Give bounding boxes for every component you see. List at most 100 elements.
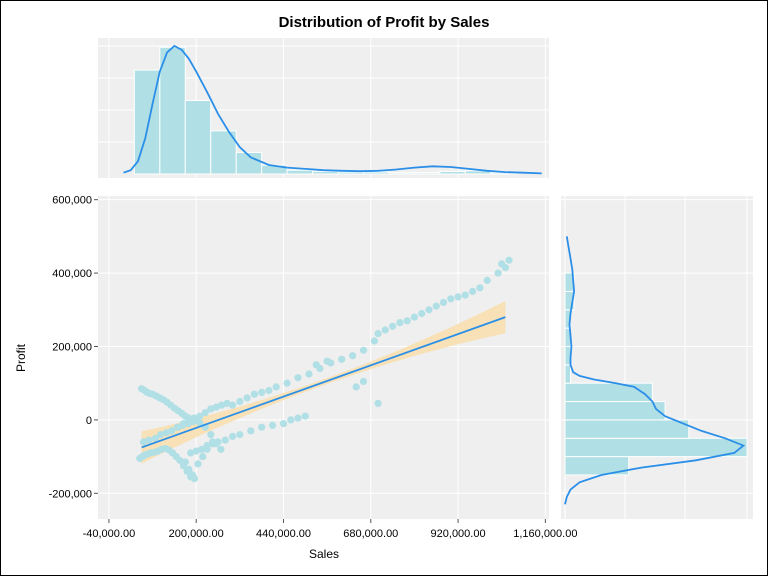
scatter-point <box>214 438 222 446</box>
scatter-point <box>196 412 204 420</box>
profit-histogram-bar <box>564 437 748 458</box>
scatter-point <box>258 423 266 431</box>
scatter-point <box>494 269 502 277</box>
y-tick-label: 400,000 <box>52 268 92 280</box>
scatter-point <box>229 401 237 409</box>
scatter-point <box>187 449 195 457</box>
scatter-point <box>432 302 440 310</box>
scatter-point <box>294 374 302 382</box>
scatter-plot-panel <box>98 196 549 519</box>
x-tick-label: 920,000.00 <box>431 528 486 540</box>
sales-density-curve <box>123 44 542 175</box>
sales-histogram-bar <box>184 100 212 175</box>
sales-histogram-panel <box>98 38 549 178</box>
scatter-panel-background <box>98 196 549 519</box>
x-tick-label: 200,000.00 <box>169 528 224 540</box>
scatter-point <box>469 287 477 295</box>
scatter-point <box>218 401 226 409</box>
scatter-point <box>221 436 229 444</box>
chart-title: Distribution of Profit by Sales <box>279 14 490 31</box>
scatter-point <box>265 386 273 395</box>
scatter-point <box>236 431 244 439</box>
scatter-point <box>217 445 225 453</box>
scatter-point <box>162 429 170 437</box>
sales-histogram-bar <box>439 170 466 175</box>
scatter-point <box>157 431 165 439</box>
scatter-point <box>374 399 382 407</box>
scatter-point <box>425 306 433 314</box>
scatter-point <box>403 317 411 325</box>
profit-histogram-bar <box>564 401 666 421</box>
y-tick-label: 200,000 <box>52 341 92 353</box>
x-axis-label: Sales <box>309 547 339 561</box>
x-tick-label: -40,000.00 <box>83 528 136 540</box>
scatter-point <box>223 399 231 407</box>
scatter-point <box>272 383 280 391</box>
scatter-point <box>209 438 217 446</box>
scatter-point <box>203 445 211 453</box>
scatter-point <box>174 423 182 431</box>
scatter-point <box>483 276 491 284</box>
scatter-point <box>151 434 160 442</box>
scatter-point <box>439 298 448 306</box>
profit-histogram-bar <box>564 419 690 439</box>
scatter-point <box>454 293 462 301</box>
profit-histogram-bar <box>564 382 653 403</box>
scatter-point <box>258 388 266 396</box>
scatter-point <box>447 295 455 303</box>
x-axis: -40,000.00 200,000.00 440,000.00 680,000.00… <box>83 519 577 540</box>
scatter-point <box>301 412 309 420</box>
scatter-point <box>418 309 426 318</box>
scatter-point <box>194 460 202 468</box>
y-axis: -200,000 0 200,000 400,000 600,000 <box>49 195 98 500</box>
scatter-point <box>370 337 378 345</box>
x-tick-label: 1,160,000.00 <box>513 528 577 540</box>
scatter-point <box>207 431 215 439</box>
sales-histogram-bar <box>413 172 441 175</box>
scatter-point <box>185 416 193 424</box>
y-axis-label: Profit <box>14 343 28 372</box>
scatter-point <box>207 405 215 413</box>
sales-histogram-bar <box>159 46 186 175</box>
sales-histogram-bar <box>286 169 314 175</box>
scatter-point <box>185 465 193 473</box>
sales-histogram-bar <box>388 172 415 175</box>
scatter-point <box>461 291 469 299</box>
profit-density-curve <box>564 236 746 505</box>
scatter-point <box>410 313 418 321</box>
scatter-point <box>201 409 209 417</box>
scatter-point <box>396 319 404 327</box>
scatter-point <box>279 420 288 428</box>
x-tick-label: 680,000.00 <box>343 528 398 540</box>
scatter-point <box>243 394 251 402</box>
scatter-point <box>196 419 204 427</box>
scatter-point <box>236 397 244 406</box>
scatter-point <box>498 260 506 268</box>
scatter-point <box>294 414 302 422</box>
scatter-point <box>229 432 237 440</box>
scatter-point <box>323 357 331 365</box>
sales-histogram-bar <box>363 171 390 175</box>
scatter-point <box>250 390 258 398</box>
scatter-point <box>287 416 295 424</box>
sales-histogram-bar <box>312 170 339 175</box>
scatter-point <box>181 458 189 466</box>
scatter-point <box>352 383 360 391</box>
scatter-point <box>338 355 346 363</box>
scatter-point <box>176 456 184 464</box>
scatter-point <box>190 414 198 422</box>
scatter-point <box>305 370 313 378</box>
scatter-point <box>381 326 389 334</box>
profit-histogram-bar <box>564 364 571 384</box>
y-tick-label: 0 <box>86 415 92 427</box>
sales-histogram-bar <box>235 151 263 175</box>
sales-histogram-bar <box>337 171 365 175</box>
scatter-point <box>179 420 188 428</box>
scatter-point <box>476 284 484 292</box>
x-tick-label: 440,000.00 <box>256 528 311 540</box>
y-tick-label: -200,000 <box>49 488 92 500</box>
scatter-point <box>212 403 220 411</box>
scatter-point <box>359 377 368 385</box>
